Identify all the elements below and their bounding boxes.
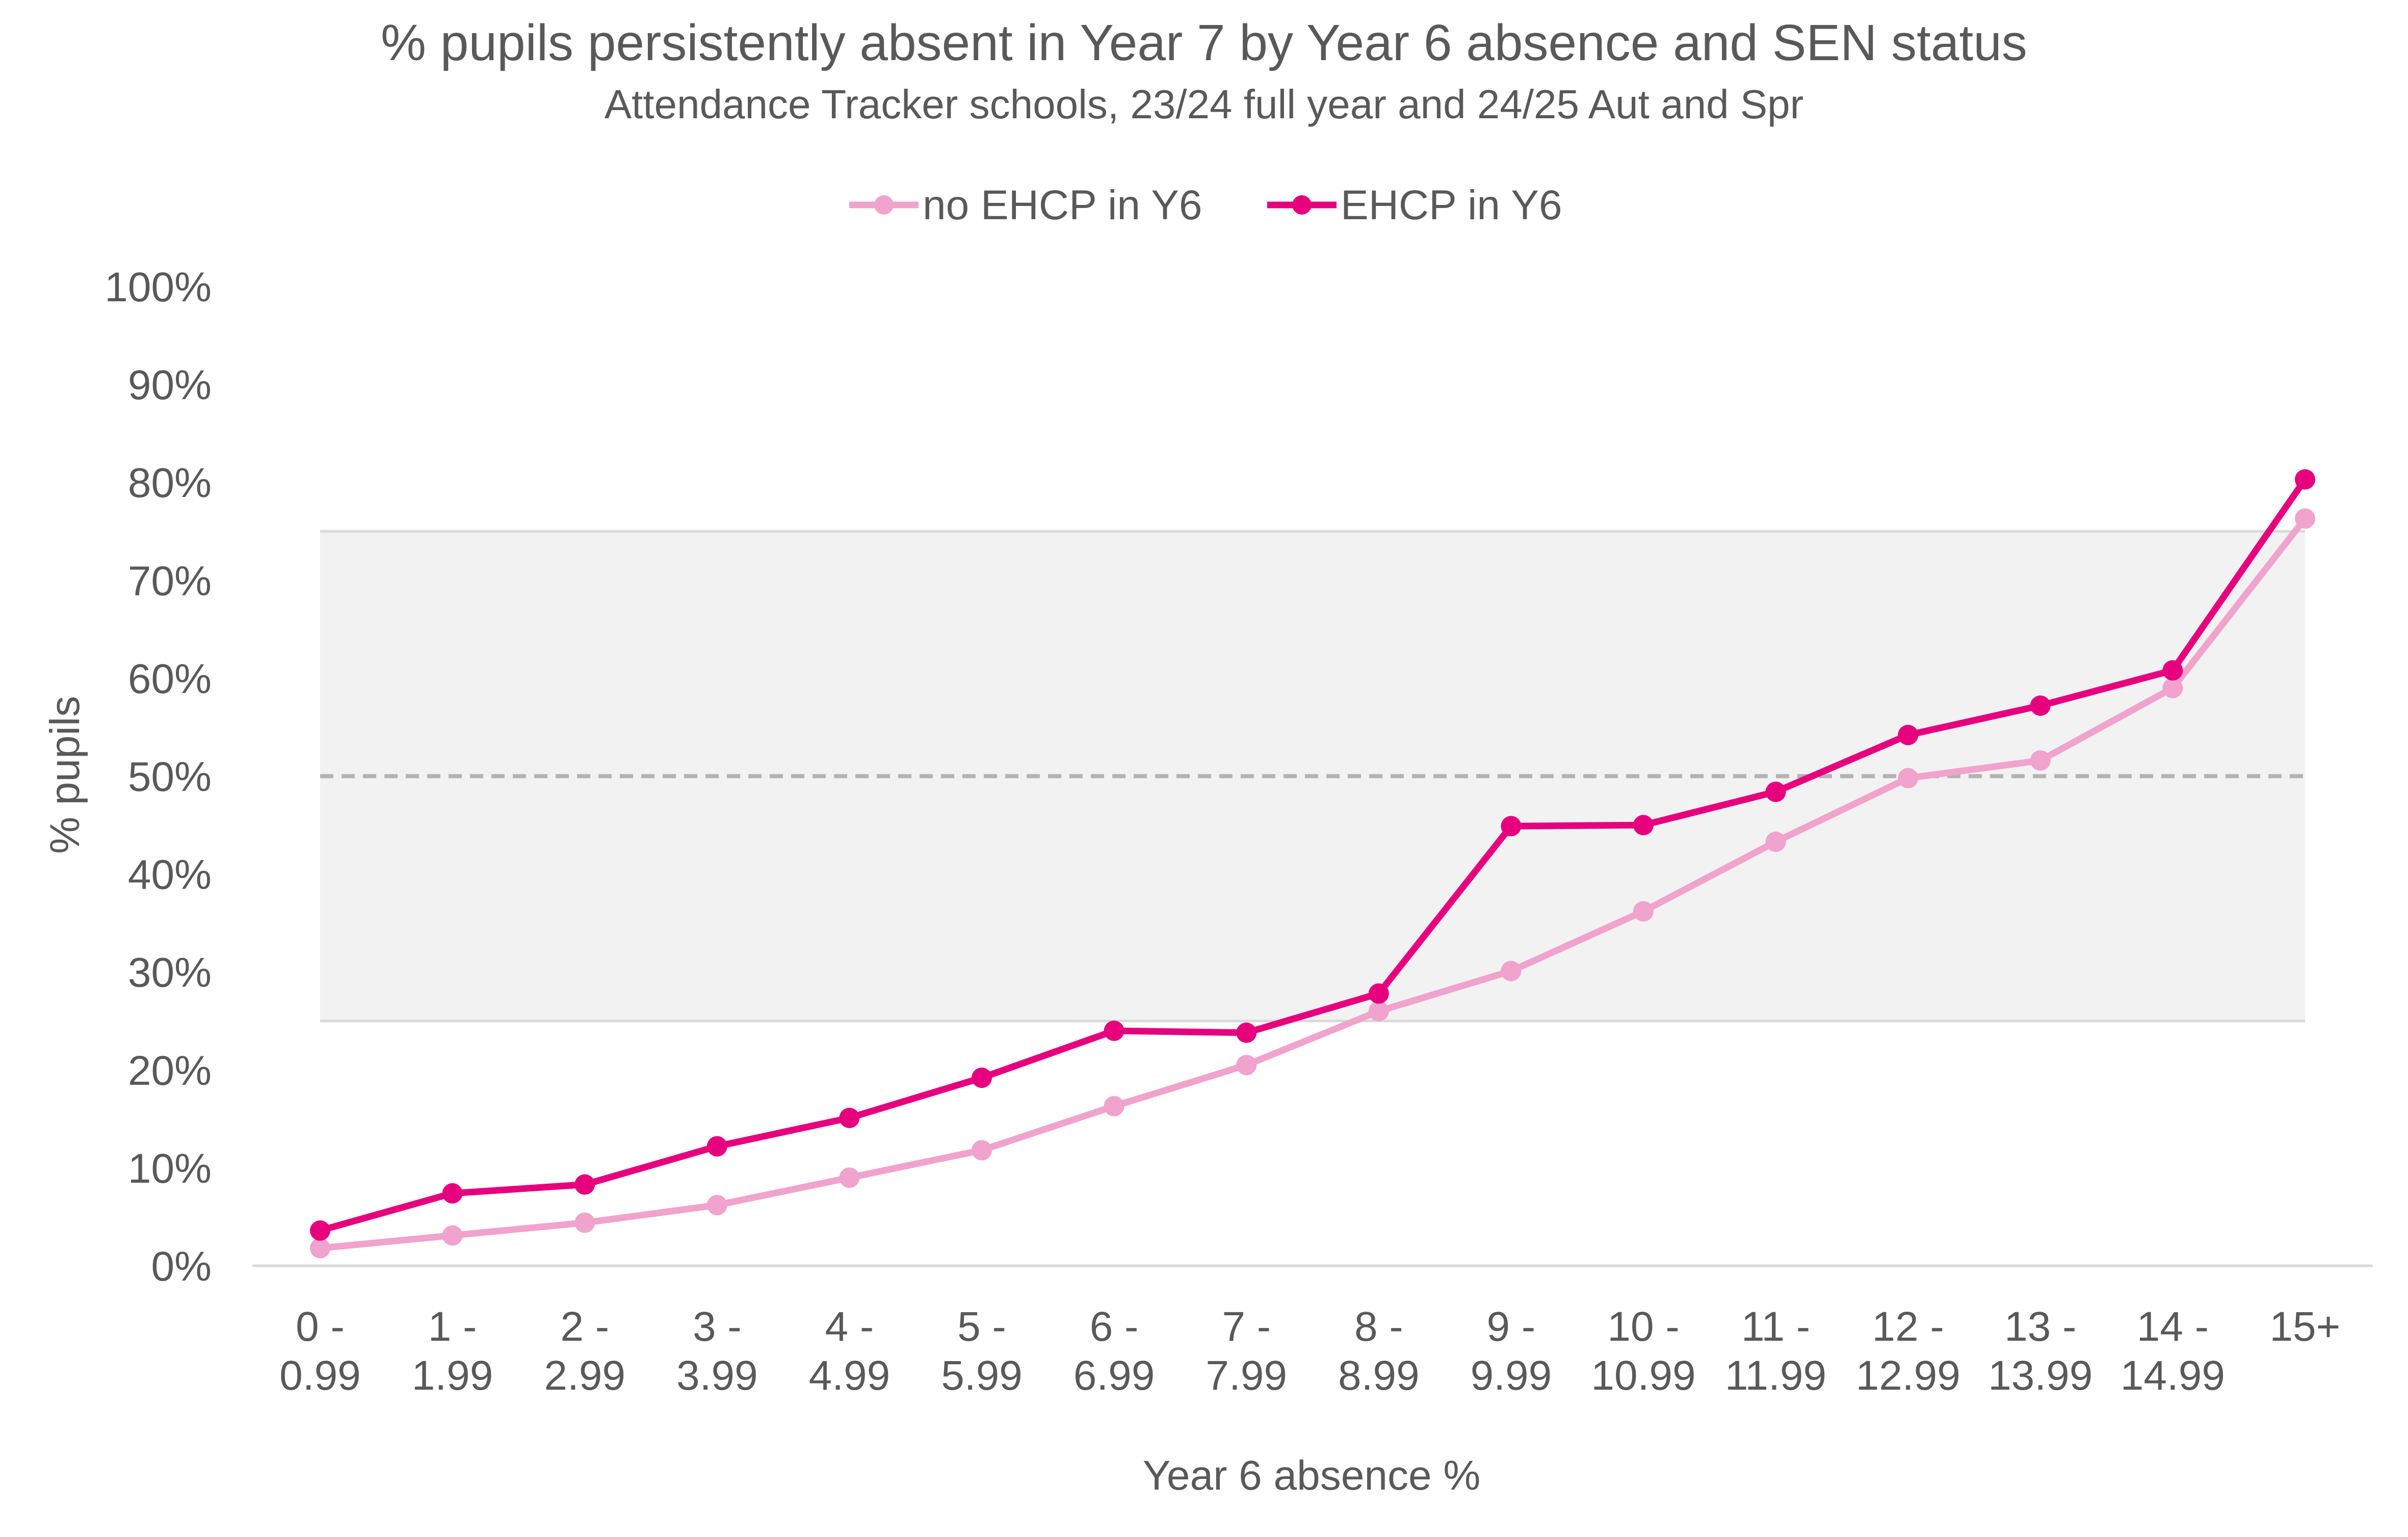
legend-label-no-ehcp: no EHCP in Y6 bbox=[923, 182, 1202, 228]
data-point-ehcp bbox=[1501, 816, 1522, 837]
y-tick-label: 10% bbox=[128, 1145, 212, 1192]
y-tick-label: 100% bbox=[104, 264, 212, 310]
y-tick-label: 90% bbox=[128, 362, 212, 408]
series-layer bbox=[310, 469, 2315, 1259]
y-axis-label: % pupils bbox=[42, 696, 88, 854]
y-tick-label: 50% bbox=[128, 754, 212, 800]
x-tick-label: 7 -7.99 bbox=[1206, 1304, 1287, 1399]
data-point-ehcp bbox=[972, 1067, 992, 1088]
x-tick-label: 9 -9.99 bbox=[1471, 1304, 1552, 1399]
y-tick-label: 30% bbox=[128, 950, 212, 996]
data-point-no-ehcp bbox=[574, 1212, 595, 1233]
data-point-ehcp bbox=[2162, 660, 2183, 681]
data-point-no-ehcp bbox=[442, 1225, 463, 1246]
x-tick-label: 11 -11.99 bbox=[1725, 1304, 1826, 1399]
data-point-ehcp bbox=[1236, 1022, 1257, 1043]
x-axis-label: Year 6 absence % bbox=[1143, 1452, 1481, 1499]
data-point-no-ehcp bbox=[1765, 831, 1786, 852]
chart-title: % pupils persistently absent in Year 7 b… bbox=[381, 14, 2027, 71]
x-tick-label: 5 -5.99 bbox=[941, 1304, 1023, 1399]
y-tick-label: 40% bbox=[128, 852, 212, 898]
x-tick-label: 10 -10.99 bbox=[1591, 1304, 1695, 1399]
data-point-ehcp bbox=[1104, 1020, 1124, 1041]
data-point-no-ehcp bbox=[839, 1167, 860, 1188]
x-axis-ticks: 0 -0.99 1 -1.99 2 -2.99 3 -3.99 4 -4.99 5 -5.… bbox=[279, 1304, 2340, 1399]
y-tick-label: 60% bbox=[128, 656, 212, 702]
data-point-ehcp bbox=[1765, 781, 1786, 802]
x-tick-label: 0 -0.99 bbox=[279, 1304, 361, 1399]
legend-marker-ehcp bbox=[1292, 195, 1312, 215]
data-point-no-ehcp bbox=[972, 1140, 992, 1161]
data-point-no-ehcp bbox=[310, 1238, 330, 1259]
data-point-no-ehcp bbox=[1501, 960, 1522, 981]
data-point-no-ehcp bbox=[1104, 1096, 1124, 1116]
x-tick-label: 3 -3.99 bbox=[676, 1304, 758, 1399]
x-tick-label: 8 -8.99 bbox=[1338, 1304, 1420, 1399]
y-tick-label: 80% bbox=[128, 460, 212, 506]
chart-subtitle: Attendance Tracker schools, 23/24 full y… bbox=[605, 82, 1804, 127]
data-point-no-ehcp bbox=[1236, 1055, 1257, 1076]
x-tick-label: 2 -2.99 bbox=[544, 1304, 625, 1399]
legend-label-ehcp: EHCP in Y6 bbox=[1341, 182, 1562, 228]
data-point-ehcp bbox=[839, 1107, 860, 1128]
series-line-ehcp bbox=[317, 476, 2309, 1234]
data-point-no-ehcp bbox=[2030, 750, 2051, 771]
data-point-ehcp bbox=[442, 1183, 463, 1204]
data-point-no-ehcp bbox=[1633, 901, 1654, 922]
data-point-ehcp bbox=[706, 1136, 727, 1157]
data-point-no-ehcp bbox=[706, 1194, 727, 1215]
legend: no EHCP in Y6 EHCP in Y6 bbox=[849, 182, 1562, 228]
data-point-ehcp bbox=[574, 1174, 595, 1195]
data-point-no-ehcp bbox=[2295, 508, 2315, 529]
series-line-no-ehcp bbox=[317, 515, 2309, 1252]
x-tick-label: 13 -13.99 bbox=[1988, 1304, 2092, 1399]
data-point-ehcp bbox=[1368, 983, 1389, 1004]
y-tick-label: 0% bbox=[151, 1243, 212, 1290]
data-point-ehcp bbox=[2030, 695, 2051, 716]
x-tick-label: 14 -14.99 bbox=[2121, 1304, 2225, 1399]
x-tick-label: 1 -1.99 bbox=[412, 1304, 493, 1399]
x-tick-label: 6 -6.99 bbox=[1074, 1304, 1155, 1399]
data-point-ehcp bbox=[1898, 724, 1919, 745]
data-point-ehcp bbox=[310, 1220, 330, 1241]
y-axis-ticks: 0% 10% 20% 30% 40% 50% 60% 70% 80% 90% 100% bbox=[104, 264, 212, 1290]
legend-marker-no-ehcp bbox=[874, 195, 894, 215]
y-tick-label: 20% bbox=[128, 1048, 212, 1094]
y-tick-label: 70% bbox=[128, 558, 212, 604]
x-tick-label: 12 -12.99 bbox=[1856, 1304, 1960, 1399]
data-point-no-ehcp bbox=[1368, 1001, 1389, 1022]
data-point-ehcp bbox=[2295, 469, 2315, 490]
data-point-no-ehcp bbox=[1898, 768, 1919, 789]
x-tick-label: 15+ bbox=[2269, 1304, 2340, 1350]
x-tick-label: 4 -4.99 bbox=[809, 1304, 891, 1399]
data-point-ehcp bbox=[1633, 815, 1654, 836]
data-point-no-ehcp bbox=[2162, 678, 2183, 698]
